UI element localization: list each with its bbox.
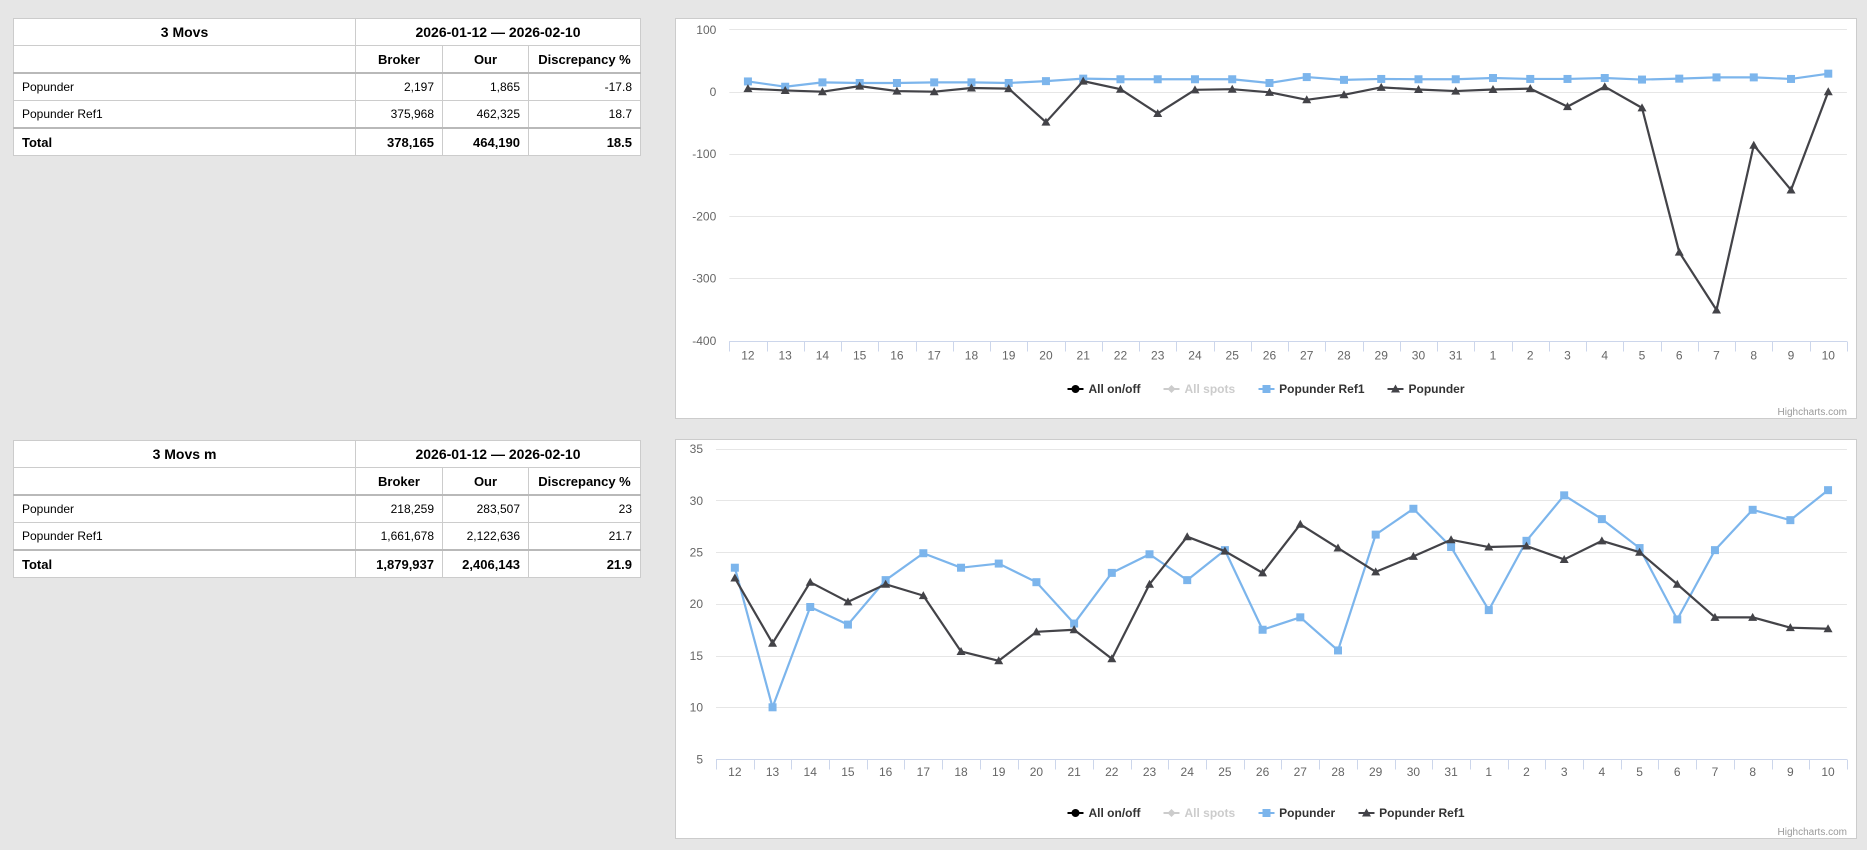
svg-text:25: 25 [690, 546, 704, 560]
svg-text:7: 7 [1713, 349, 1720, 363]
svg-text:23: 23 [1151, 349, 1165, 363]
svg-text:10: 10 [1822, 349, 1836, 363]
svg-text:15: 15 [841, 765, 855, 779]
svg-text:25: 25 [1218, 765, 1232, 779]
svg-text:13: 13 [779, 349, 793, 363]
svg-text:7: 7 [1712, 765, 1719, 779]
svg-text:19: 19 [1002, 349, 1016, 363]
svg-text:3: 3 [1561, 765, 1568, 779]
svg-text:5: 5 [1636, 765, 1643, 779]
svg-text:16: 16 [879, 765, 893, 779]
svg-text:-200: -200 [692, 209, 716, 223]
svg-text:6: 6 [1674, 765, 1681, 779]
svg-text:-400: -400 [692, 334, 716, 348]
svg-text:17: 17 [917, 765, 931, 779]
svg-text:100: 100 [696, 23, 716, 37]
svg-text:-300: -300 [692, 272, 716, 286]
svg-text:13: 13 [766, 765, 780, 779]
svg-text:30: 30 [1407, 765, 1421, 779]
svg-text:18: 18 [965, 349, 979, 363]
svg-text:6: 6 [1676, 349, 1683, 363]
svg-text:12: 12 [741, 349, 755, 363]
svg-text:9: 9 [1788, 349, 1795, 363]
svg-text:23: 23 [1143, 765, 1157, 779]
svg-text:4: 4 [1599, 765, 1606, 779]
svg-text:30: 30 [1412, 349, 1426, 363]
svg-text:31: 31 [1444, 765, 1458, 779]
svg-text:35: 35 [690, 442, 704, 456]
svg-text:15: 15 [690, 649, 704, 663]
svg-text:21: 21 [1077, 349, 1091, 363]
svg-text:2: 2 [1527, 349, 1534, 363]
svg-text:26: 26 [1263, 349, 1277, 363]
svg-text:20: 20 [1030, 765, 1044, 779]
svg-text:25: 25 [1226, 349, 1240, 363]
svg-text:14: 14 [804, 765, 818, 779]
svg-text:28: 28 [1331, 765, 1345, 779]
svg-text:12: 12 [728, 765, 742, 779]
svg-text:8: 8 [1750, 349, 1757, 363]
svg-text:29: 29 [1369, 765, 1383, 779]
svg-text:10: 10 [1821, 765, 1835, 779]
svg-text:29: 29 [1375, 349, 1389, 363]
svg-text:2: 2 [1523, 765, 1530, 779]
svg-text:5: 5 [1639, 349, 1646, 363]
svg-text:22: 22 [1114, 349, 1128, 363]
svg-text:17: 17 [928, 349, 942, 363]
svg-text:16: 16 [890, 349, 904, 363]
svg-text:20: 20 [690, 597, 704, 611]
svg-text:0: 0 [710, 85, 717, 99]
svg-text:30: 30 [690, 494, 704, 508]
svg-text:22: 22 [1105, 765, 1119, 779]
svg-text:31: 31 [1449, 349, 1463, 363]
svg-text:18: 18 [954, 765, 968, 779]
svg-text:28: 28 [1337, 349, 1351, 363]
svg-text:24: 24 [1181, 765, 1195, 779]
svg-text:5: 5 [696, 752, 703, 766]
svg-text:8: 8 [1749, 765, 1756, 779]
svg-text:20: 20 [1039, 349, 1053, 363]
svg-text:15: 15 [853, 349, 867, 363]
svg-text:27: 27 [1294, 765, 1308, 779]
svg-text:21: 21 [1067, 765, 1081, 779]
svg-text:9: 9 [1787, 765, 1794, 779]
svg-text:10: 10 [690, 701, 704, 715]
svg-text:3: 3 [1564, 349, 1571, 363]
svg-text:4: 4 [1601, 349, 1608, 363]
svg-text:1: 1 [1485, 765, 1492, 779]
svg-text:24: 24 [1188, 349, 1202, 363]
svg-text:19: 19 [992, 765, 1006, 779]
svg-text:27: 27 [1300, 349, 1314, 363]
svg-text:1: 1 [1490, 349, 1497, 363]
svg-text:-100: -100 [692, 147, 716, 161]
svg-text:14: 14 [816, 349, 830, 363]
svg-text:26: 26 [1256, 765, 1270, 779]
